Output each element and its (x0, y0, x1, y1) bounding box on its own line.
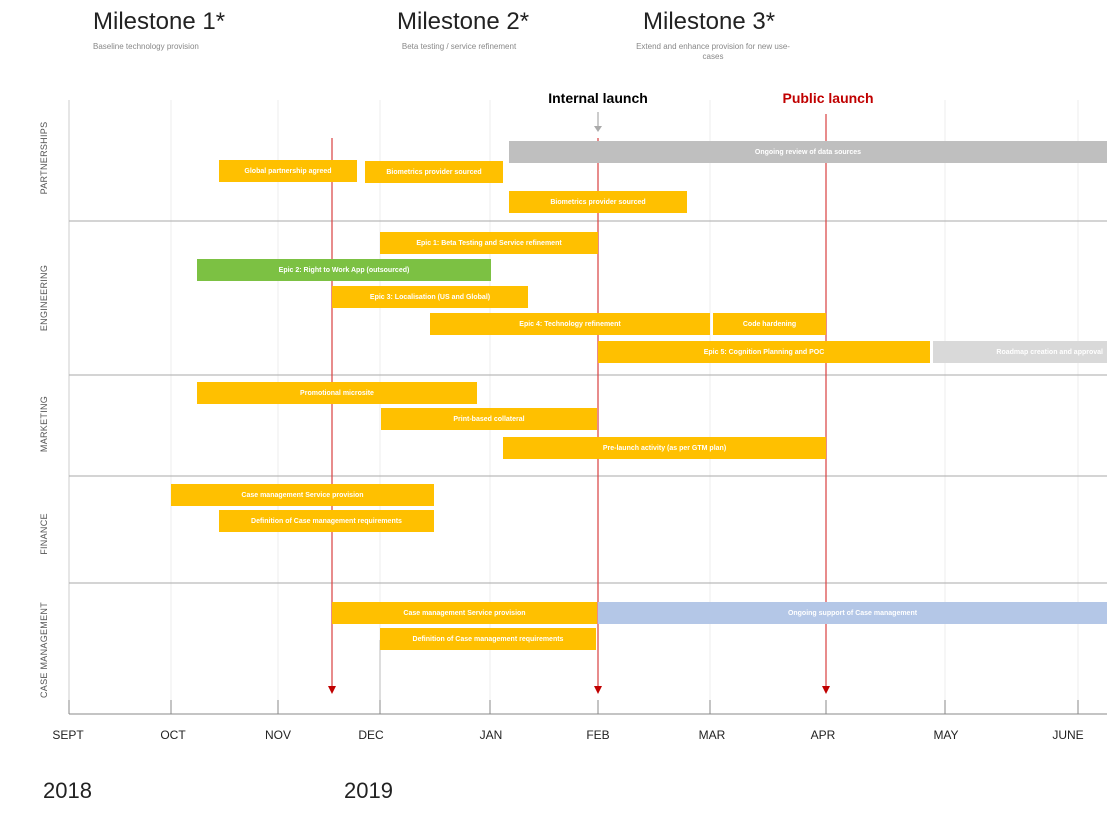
month-label: OCT (160, 728, 186, 742)
month-label: APR (810, 728, 836, 742)
milestone-3-title: Milestone 3* (643, 8, 776, 35)
month-label: MAR (698, 728, 726, 742)
month-label: JAN (479, 728, 503, 742)
task-bar: Biometrics provider sourced (509, 191, 687, 213)
task-bar: Definition of Case management requiremen… (380, 628, 596, 650)
milestone-1-title: Milestone 1* (93, 8, 226, 35)
month-label: SEPT (52, 728, 84, 742)
internal-launch-label: Internal launch (548, 90, 648, 106)
task-bar: Epic 2: Right to Work App (outsourced) (197, 259, 491, 281)
task-bar: Case management Service provision (171, 484, 434, 506)
year-label-2019: 2019 (344, 778, 393, 803)
task-bar: Epic 3: Localisation (US and Global) (332, 286, 528, 308)
year-label-2018: 2018 (43, 778, 92, 803)
task-bar: Ongoing review of data sources (509, 141, 1107, 163)
task-bar: Epic 4: Technology refinement (430, 313, 710, 335)
milestone-1: Milestone 1* Baseline technology provisi… (93, 8, 225, 52)
task-bar: Print-based collateral (381, 408, 597, 430)
lane-separators (69, 220, 1107, 584)
milestone-marker-lines (331, 114, 827, 690)
month-label: JUNE (1052, 728, 1084, 742)
month-label: MAY (933, 728, 959, 742)
task-bar: Roadmap creation and approval (933, 341, 1107, 363)
task-bar: Biometrics provider sourced (365, 161, 503, 183)
axis-ticks (68, 700, 1079, 714)
task-bar: Pre-launch activity (as per GTM plan) (503, 437, 826, 459)
task-bar: Promotional microsite (197, 382, 477, 404)
milestone-2-subtitle: Beta testing / service refinement (401, 42, 517, 51)
task-bar: Ongoing support of Case management (598, 602, 1107, 624)
task-bar: Global partnership agreed (219, 160, 357, 182)
task-bar: Definition of Case management requiremen… (219, 510, 434, 532)
task-bar: Code hardening (713, 313, 826, 335)
month-label: FEB (586, 728, 610, 742)
public-launch-label: Public launch (782, 90, 874, 106)
task-bar: Case management Service provision (332, 602, 597, 624)
milestone-3-subtitle: Extend and enhance provision for new use… (636, 42, 790, 61)
milestone-marker-arrows (328, 686, 830, 694)
milestone-3: Milestone 3* Extend and enhance provisio… (636, 8, 793, 62)
task-bar: Epic 5: Cognition Planning and POC (598, 341, 930, 363)
task-bar: Epic 1: Beta Testing and Service refinem… (380, 232, 598, 254)
milestone-2-title: Milestone 2* (397, 8, 530, 35)
milestone-1-subtitle: Baseline technology provision (93, 42, 199, 51)
milestone-2: Milestone 2* Beta testing / service refi… (397, 8, 529, 52)
month-label: DEC (358, 728, 384, 742)
month-label: NOV (264, 728, 292, 742)
month-gridlines (170, 100, 1079, 712)
